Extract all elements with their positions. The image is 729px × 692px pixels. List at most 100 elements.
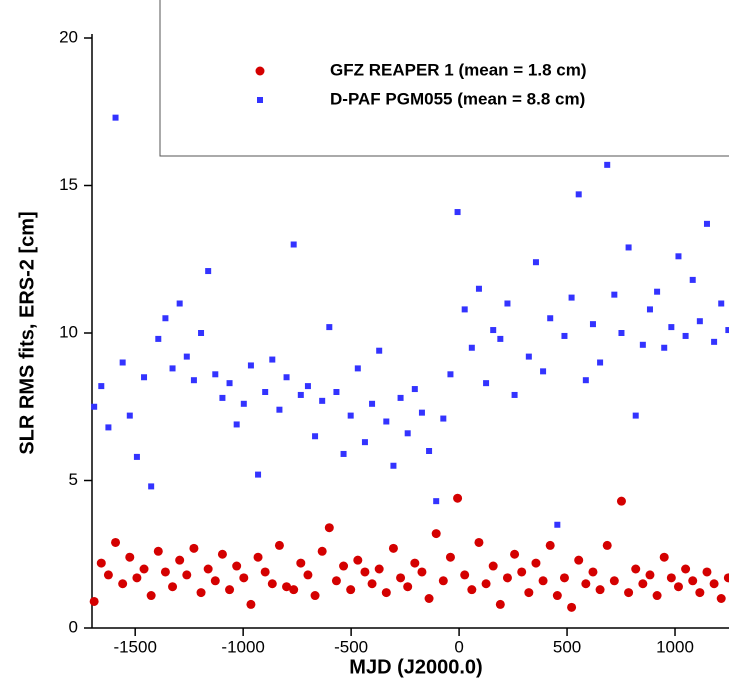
data-point [340,450,347,457]
data-point [126,412,133,419]
data-point [276,406,283,413]
x-tick-label: 0 [454,637,463,656]
data-point [475,285,482,292]
data-point [711,338,718,345]
data-point [490,327,497,334]
data-point [253,552,263,562]
data-point [474,537,484,547]
data-point [162,315,169,322]
data-point [445,552,455,562]
data-point [433,498,440,505]
data-point [369,400,376,407]
data-point [319,397,326,404]
data-point [190,377,197,384]
data-point [410,558,420,568]
data-point [624,588,634,598]
data-point [638,579,648,589]
data-point [353,555,363,565]
data-point [89,596,99,606]
data-point [255,66,265,76]
data-point [105,424,112,431]
data-point [525,353,532,360]
data-point [453,493,463,503]
data-point [602,540,612,550]
data-point [468,344,475,351]
data-point [488,561,498,571]
data-point [604,161,611,168]
data-point [454,209,461,216]
data-point [160,567,170,577]
data-point [331,576,341,586]
legend-label: D-PAF PGM055 (mean = 8.8 cm) [330,89,585,108]
data-point [132,573,142,583]
data-point [559,573,569,583]
data-point [438,576,448,586]
data-point [547,315,554,322]
data-point [247,362,254,369]
data-point [659,552,669,562]
data-point [339,561,349,571]
data-point [581,579,591,589]
data-point [155,335,162,342]
data-point [225,585,235,595]
data-point [625,244,632,251]
data-point [668,324,675,331]
data-point [367,579,377,589]
data-point [182,570,192,580]
data-point [510,549,520,559]
data-point [189,543,199,553]
data-point [312,433,319,440]
data-point [431,529,441,539]
data-point [574,555,584,565]
data-point [396,573,406,583]
data-point [504,300,511,307]
data-point [203,564,213,574]
data-point [483,380,490,387]
x-tick-label: 1000 [656,637,694,656]
x-tick-label: -1000 [221,637,264,656]
legend-box [159,0,729,157]
data-point [654,288,661,295]
data-point [696,318,703,325]
data-point [666,573,676,583]
data-point [695,588,705,598]
y-tick-label: 20 [59,27,78,46]
data-point [388,543,398,553]
data-point [673,582,683,592]
data-point [411,386,418,393]
x-tick-label: 500 [553,637,581,656]
data-point [103,570,113,580]
data-point [652,591,662,601]
data-point [524,588,534,598]
data-point [346,585,356,595]
data-point [688,576,698,586]
data-point [324,523,334,533]
data-point [282,582,292,592]
data-point [210,576,220,586]
data-point [354,365,361,372]
data-point [274,540,284,550]
data-point [397,394,404,401]
data-point [575,191,582,198]
data-point [418,409,425,416]
data-point [317,546,327,556]
data-point [661,344,668,351]
data-point [119,359,126,366]
data-point [682,332,689,339]
data-point [597,359,604,366]
data-point [262,389,269,395]
data-point [310,591,320,601]
data-point [125,552,135,562]
data-point [567,602,577,612]
data-point [502,573,512,583]
data-point [517,567,527,577]
data-point [283,374,290,381]
data-point [290,241,297,248]
data-point [417,567,427,577]
data-point [146,591,156,601]
data-point [404,430,411,437]
data-point [205,268,212,275]
data-point [609,576,619,586]
data-point [383,418,390,425]
data-point [96,558,106,568]
